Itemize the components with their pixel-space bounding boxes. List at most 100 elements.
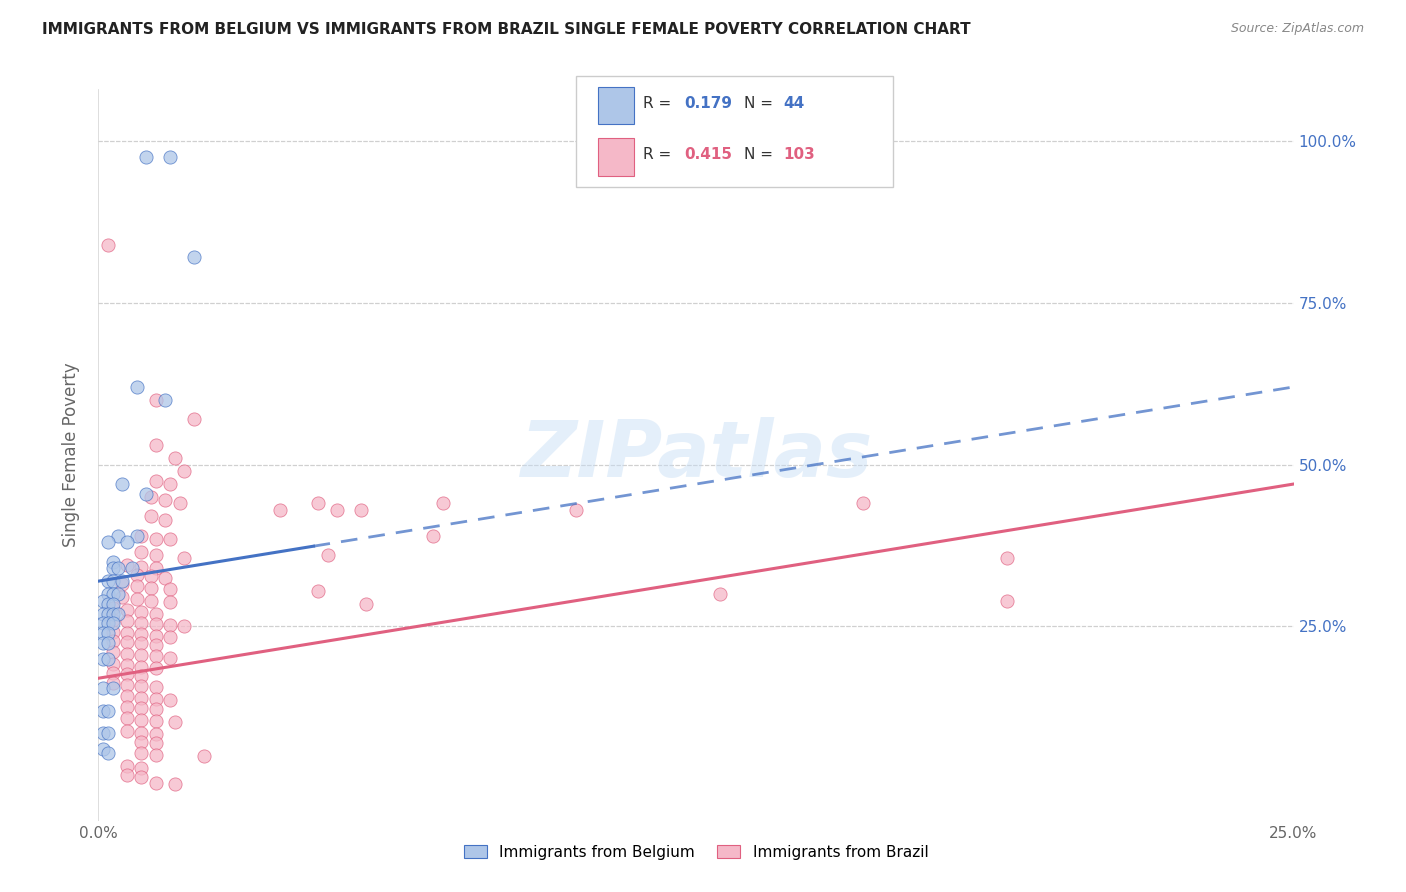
Point	[145, 702, 167, 716]
Point	[97, 746, 120, 760]
Point	[91, 616, 114, 631]
Legend: Immigrants from Belgium, Immigrants from Brazil: Immigrants from Belgium, Immigrants from…	[458, 840, 934, 864]
Point	[131, 679, 153, 693]
Point	[91, 607, 114, 621]
Point	[91, 635, 114, 649]
Text: 0.179: 0.179	[685, 95, 733, 111]
Point	[115, 690, 138, 704]
Text: IMMIGRANTS FROM BELGIUM VS IMMIGRANTS FROM BRAZIL SINGLE FEMALE POVERTY CORRELAT: IMMIGRANTS FROM BELGIUM VS IMMIGRANTS FR…	[42, 22, 970, 37]
Point	[183, 412, 205, 426]
Point	[139, 581, 162, 595]
Point	[159, 630, 181, 644]
Point	[183, 251, 205, 265]
Point	[97, 597, 120, 611]
Point	[709, 587, 731, 601]
Point	[97, 535, 120, 549]
Point	[115, 535, 138, 549]
Point	[131, 770, 153, 784]
Point	[159, 477, 181, 491]
Point	[159, 595, 181, 609]
Point	[159, 693, 181, 707]
Y-axis label: Single Female Poverty: Single Female Poverty	[62, 363, 80, 547]
Text: N =: N =	[744, 95, 778, 111]
Point	[354, 597, 377, 611]
Point	[145, 638, 167, 652]
Point	[422, 529, 444, 543]
Point	[135, 487, 157, 501]
Point	[125, 380, 148, 394]
Point	[107, 607, 129, 621]
Point	[269, 503, 291, 517]
Point	[131, 713, 153, 727]
Point	[101, 676, 124, 690]
Point	[139, 593, 162, 607]
Point	[111, 574, 134, 589]
Point	[155, 493, 177, 508]
Point	[115, 614, 138, 628]
Point	[155, 571, 177, 585]
Point	[159, 582, 181, 596]
Point	[115, 768, 138, 782]
Point	[115, 635, 138, 649]
Point	[145, 561, 167, 575]
Point	[135, 150, 157, 164]
Point	[163, 777, 186, 791]
Point	[101, 561, 124, 575]
Point	[115, 626, 138, 640]
Point	[131, 747, 153, 761]
Point	[101, 645, 124, 659]
Point	[125, 592, 148, 607]
Point	[97, 587, 120, 601]
Point	[101, 574, 124, 589]
Point	[97, 704, 120, 718]
Point	[131, 636, 153, 650]
Point	[145, 548, 167, 562]
Point	[101, 587, 124, 601]
Point	[145, 438, 167, 452]
Point	[163, 715, 186, 730]
Point	[155, 392, 177, 407]
Point	[131, 668, 153, 682]
Point	[131, 615, 153, 630]
Point	[326, 503, 349, 517]
Point	[145, 727, 167, 741]
Text: 44: 44	[783, 95, 804, 111]
Point	[173, 464, 195, 478]
Point	[131, 648, 153, 662]
Point	[145, 736, 167, 750]
Point	[97, 237, 120, 252]
Point	[91, 652, 114, 666]
Point	[307, 496, 329, 510]
Point	[91, 681, 114, 695]
Point	[139, 569, 162, 583]
Point	[432, 496, 454, 510]
Point	[145, 532, 167, 546]
Point	[125, 529, 148, 543]
Point	[91, 726, 114, 740]
Point	[145, 392, 167, 407]
Point	[97, 652, 120, 666]
Point	[145, 776, 167, 790]
Point	[101, 601, 124, 615]
Point	[101, 657, 124, 671]
Point	[145, 616, 167, 631]
Point	[121, 561, 143, 575]
Text: 103: 103	[783, 147, 815, 161]
Text: R =: R =	[643, 147, 676, 161]
Point	[101, 633, 124, 648]
Point	[145, 747, 167, 762]
Point	[101, 607, 124, 621]
Point	[115, 724, 138, 739]
Point	[316, 548, 339, 562]
Point	[145, 474, 167, 488]
Point	[131, 659, 153, 673]
Point	[115, 759, 138, 773]
Point	[350, 503, 373, 517]
Point	[131, 760, 153, 774]
Point	[163, 451, 186, 466]
Point	[115, 678, 138, 692]
Point	[131, 545, 153, 559]
Text: 0.415: 0.415	[685, 147, 733, 161]
Point	[125, 579, 148, 593]
Point	[111, 591, 134, 605]
